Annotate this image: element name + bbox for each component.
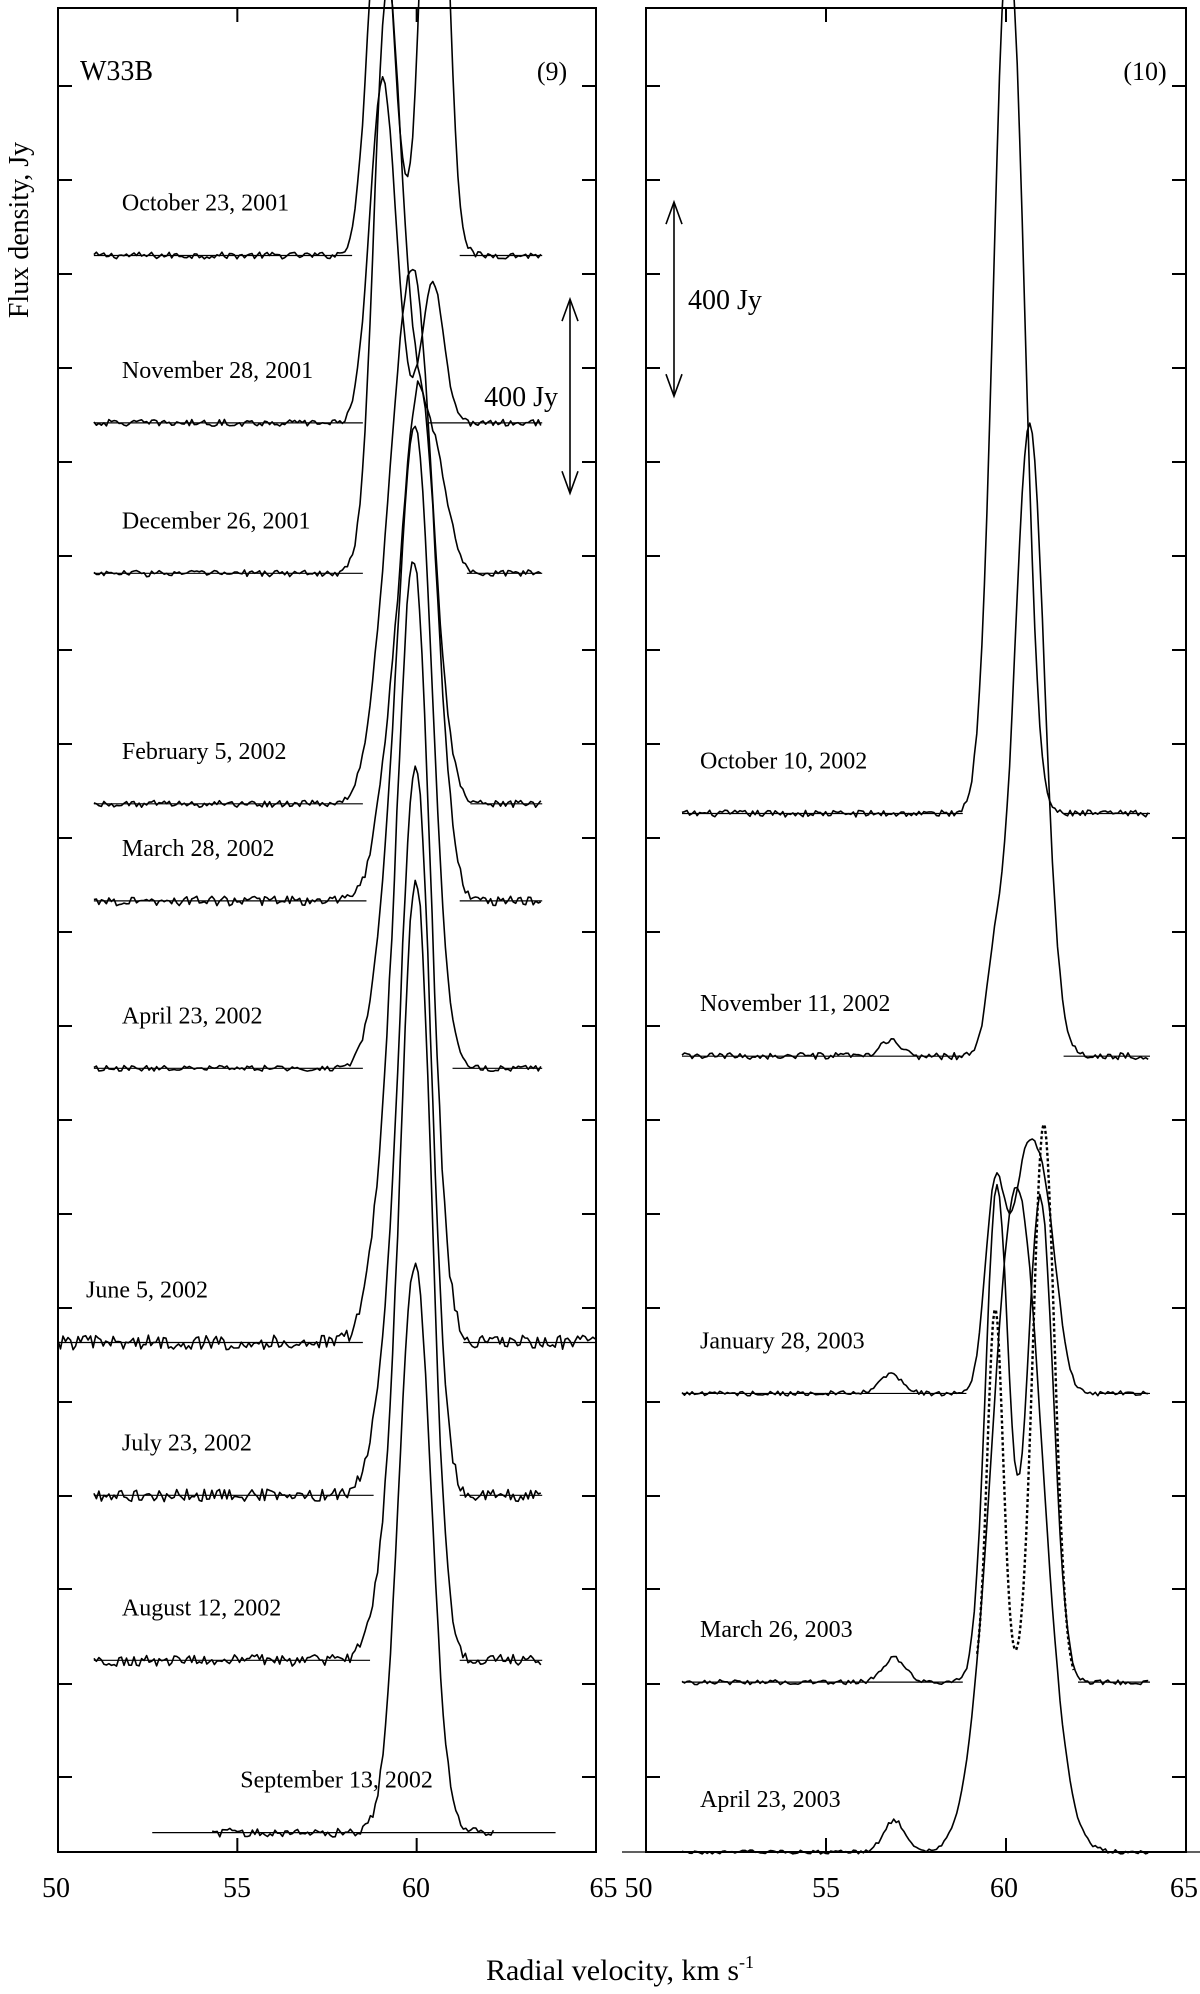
x-tick-label-left-50: 50 [42, 1873, 70, 1904]
date-label: October 23, 2001 [122, 190, 289, 216]
panel-10: October 10, 2002 November 11, 2002 January… [622, 0, 1200, 1855]
date-label: February 5, 2002 [122, 739, 287, 765]
source-name: W33B [80, 56, 153, 87]
spectrum-line [93, 879, 542, 1667]
date-label: April 23, 2003 [700, 1787, 841, 1813]
panel-10-ticks [645, 8, 1187, 1852]
spectrum-line [681, 0, 1149, 818]
spectrum-line [681, 422, 1149, 1061]
date-label: March 28, 2002 [122, 836, 275, 862]
scale-bar-arrow-down [561, 470, 579, 496]
panel-10-date-labels: October 10, 2002 November 11, 2002 January… [700, 749, 890, 1813]
panel-10-label: (10) [1123, 57, 1166, 86]
panel-9-frame [57, 7, 597, 1853]
date-label: July 23, 2002 [122, 1430, 252, 1456]
x-tick-label-left-55: 55 [223, 1873, 251, 1904]
scale-bar-arrow-up [665, 199, 683, 225]
x-axis-label-exponent: -1 [739, 1952, 754, 1972]
scale-bar-arrow-up [561, 296, 579, 322]
spectrum-line [681, 1138, 1149, 1397]
panel-9-ticks [57, 8, 597, 1852]
panel-9-date-labels: October 23, 2001 November 28, 2001 Decembe… [86, 190, 433, 1793]
panel-9-scale-bar: 400 Jy [484, 296, 579, 496]
panel-9-spectra [57, 0, 596, 1838]
date-label: April 23, 2002 [122, 1003, 263, 1029]
date-label: December 26, 2001 [122, 508, 311, 534]
date-label: January 28, 2003 [700, 1328, 865, 1354]
spectrum-line [93, 425, 542, 1072]
y-axis-label: Flux density, Jy [4, 142, 35, 318]
spectrum-line [211, 1262, 495, 1838]
x-tick-label-shared-65-50: 65 50 [590, 1873, 653, 1904]
panel-9-label: (9) [537, 57, 567, 86]
date-label: October 10, 2002 [700, 749, 867, 775]
x-tick-label-right-65: 65 [1170, 1873, 1198, 1904]
date-label: November 28, 2001 [122, 358, 313, 384]
spectrum-line [93, 0, 542, 578]
spectrum-line [93, 268, 542, 808]
x-axis-label: Radial velocity, km s-1 [486, 1952, 754, 1987]
spectrum-line [93, 76, 542, 427]
date-label: August 12, 2002 [122, 1595, 281, 1621]
spectrum-line [93, 0, 542, 260]
scale-bar-label: 400 Jy [484, 382, 558, 413]
date-label: November 11, 2002 [700, 991, 890, 1017]
spectrum-line [681, 1183, 1149, 1686]
spectrum-line [93, 380, 542, 907]
date-label: June 5, 2002 [86, 1277, 208, 1303]
panel-10-scale-bar: 400 Jy [665, 199, 762, 399]
x-tick-label-right-55: 55 [812, 1873, 840, 1904]
scale-bar-arrow-down [665, 373, 683, 399]
date-label: September 13, 2002 [240, 1768, 433, 1794]
panel-9: October 23, 2001 November 28, 2001 Decembe… [57, 0, 597, 1853]
date-label: March 26, 2003 [700, 1617, 853, 1643]
spectrum-line [93, 765, 542, 1503]
scale-bar-label: 400 Jy [688, 285, 762, 316]
x-tick-label-left-60: 60 [402, 1873, 430, 1904]
x-tick-label-right-60: 60 [990, 1873, 1018, 1904]
x-axis-label-text: Radial velocity, km s [486, 1954, 739, 1987]
panel-10-spectra [681, 0, 1149, 1855]
spectrum-line [57, 561, 596, 1351]
dotted-spectrum-line [976, 1123, 1075, 1671]
spectrum-line [681, 1186, 1149, 1855]
